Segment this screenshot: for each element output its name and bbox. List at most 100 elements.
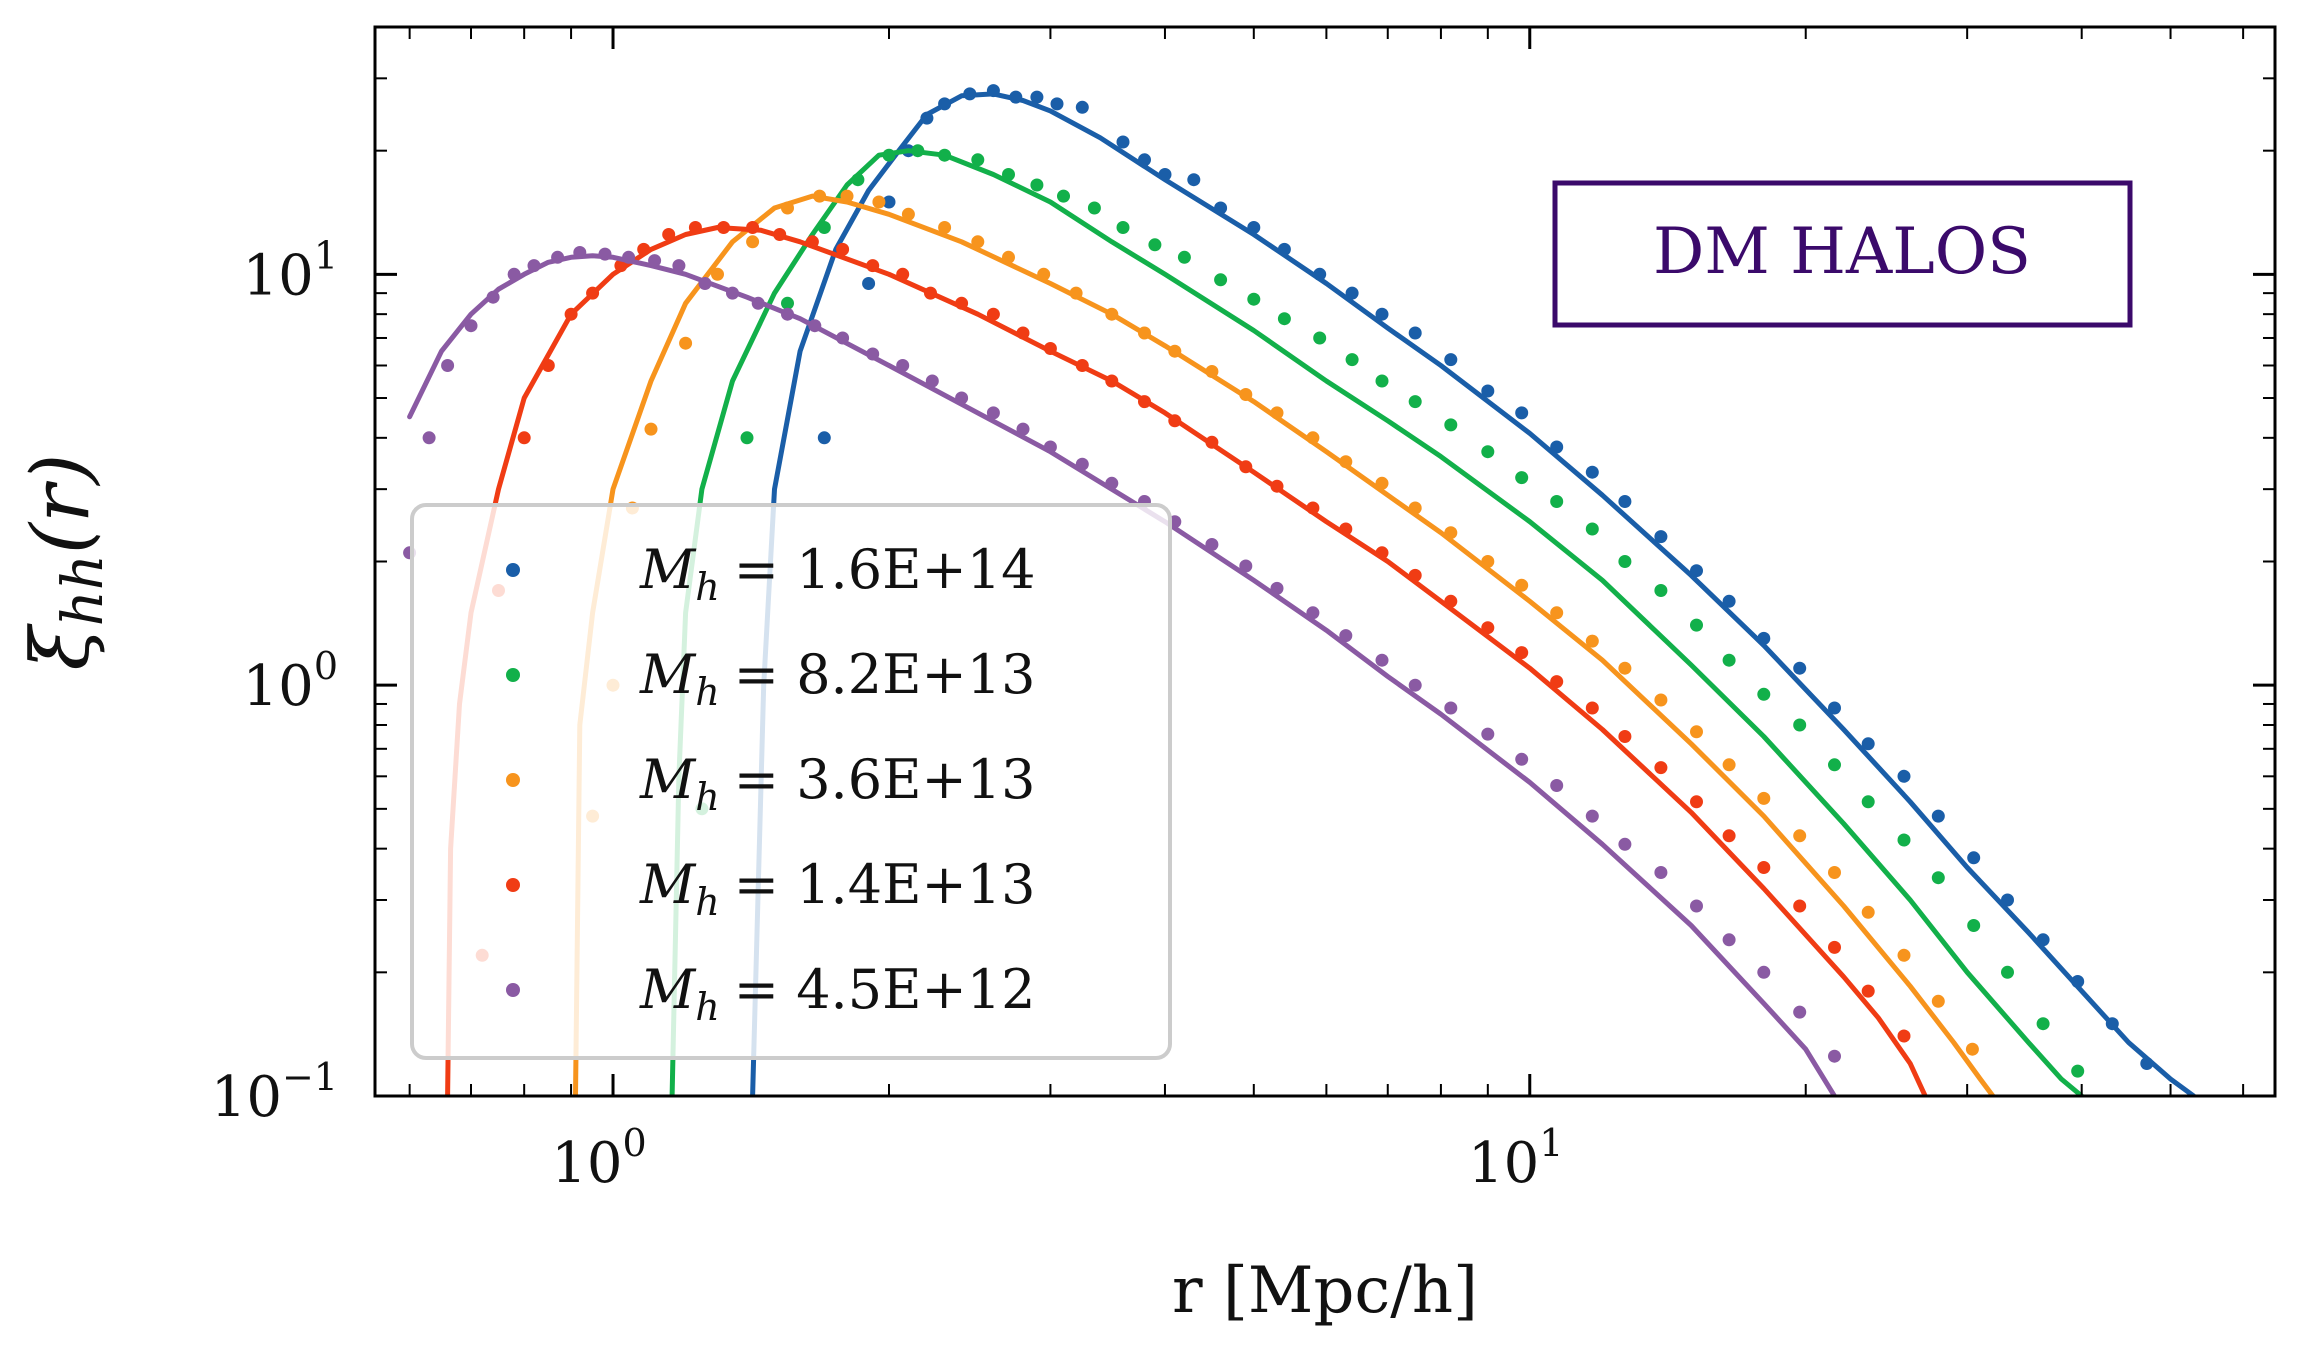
series-point-3-34 — [1481, 621, 1495, 635]
series-point-1-33 — [1793, 718, 1807, 732]
series-point-2-22 — [1270, 406, 1284, 420]
legend-marker-1 — [506, 668, 520, 682]
series-point-2-21 — [1239, 388, 1253, 401]
series-point-3-43 — [1793, 899, 1807, 913]
series-point-0-21 — [1375, 307, 1389, 321]
series-point-4-18 — [836, 331, 850, 345]
series-point-2-14 — [1002, 250, 1015, 264]
series-point-0-18 — [1277, 242, 1291, 256]
legend-label-sub: h — [695, 775, 719, 819]
series-point-0-34 — [1828, 701, 1841, 715]
series-point-0-16 — [1214, 201, 1228, 215]
series-point-0-38 — [1967, 851, 1981, 865]
series-point-4-22 — [955, 391, 969, 405]
series-point-4-3 — [464, 319, 478, 333]
series-point-3-17 — [924, 286, 937, 300]
series-point-2-36 — [1757, 791, 1771, 805]
series-point-3-6 — [614, 259, 628, 273]
series-point-2-26 — [1408, 501, 1422, 515]
series-point-3-7 — [637, 242, 651, 256]
x-axis-title: r [Mpc/h] — [1172, 1254, 1478, 1328]
series-point-3-37 — [1585, 701, 1599, 715]
series-point-4-7 — [551, 250, 565, 264]
series-point-4-23 — [986, 406, 1000, 420]
series-point-4-41 — [1585, 809, 1599, 823]
series-point-4-35 — [1375, 653, 1389, 667]
legend-label-value: = 1.6E+14 — [734, 538, 1036, 601]
series-point-4-15 — [751, 296, 765, 310]
series-point-0-36 — [1897, 769, 1911, 783]
legend-label-var: M — [639, 853, 697, 916]
series-point-3-25 — [1168, 414, 1182, 428]
y-tick-label-0: 10−1 — [211, 1055, 338, 1130]
series-point-0-13 — [1138, 153, 1151, 167]
series-point-4-13 — [698, 277, 712, 290]
legend-label-sub: h — [695, 985, 719, 1029]
legend-label-0: Mh = 1.6E+14 — [639, 538, 1035, 609]
series-point-1-19 — [1313, 331, 1327, 345]
series-point-3-23 — [1105, 374, 1119, 388]
series-point-1-8 — [971, 153, 985, 167]
series-point-2-29 — [1515, 578, 1529, 592]
series-point-3-36 — [1550, 675, 1564, 689]
series-point-3-11 — [746, 221, 760, 234]
series-point-0-9 — [1030, 90, 1044, 104]
series-point-2-16 — [1069, 286, 1083, 300]
series-point-1-41 — [2071, 1064, 2085, 1078]
y-tick-label-1: 100 — [243, 644, 338, 719]
y-tick-label-base: 10 — [243, 654, 314, 719]
legend-label-var: M — [639, 538, 697, 601]
series-point-0-19 — [1313, 267, 1327, 281]
x-tick-label-1: 101 — [1468, 1121, 1563, 1196]
series-point-0-23 — [1444, 353, 1458, 367]
series-point-1-21 — [1375, 374, 1389, 388]
series-line-1 — [669, 148, 2085, 1096]
series-point-2-6 — [746, 235, 760, 249]
series-point-1-34 — [1828, 758, 1841, 772]
legend-marker-2 — [506, 773, 520, 787]
series-point-0-2 — [882, 195, 896, 209]
y-tick-label-exp: −1 — [282, 1055, 338, 1099]
legend-box — [410, 503, 1172, 1060]
series-point-0-41 — [2071, 975, 2085, 988]
y-tick-label-exp: 0 — [314, 644, 338, 688]
series-point-2-10 — [872, 195, 886, 209]
series-point-1-3 — [817, 221, 831, 234]
y-tick-label-2: 101 — [243, 233, 338, 308]
y-tick-label-exp: 1 — [314, 233, 338, 277]
series-point-4-42 — [1618, 837, 1632, 851]
series-point-4-21 — [925, 374, 939, 388]
series-point-1-39 — [2001, 965, 2014, 979]
series-point-2-3 — [644, 422, 658, 436]
series-line-2 — [573, 193, 1996, 1096]
series-point-4-27 — [1105, 476, 1119, 490]
series-point-0-7 — [986, 84, 1000, 98]
legend-label-var: M — [639, 958, 697, 1021]
annotation-box: DM HALOS — [1552, 180, 2133, 328]
series-point-0-35 — [1861, 737, 1875, 751]
legend-label-value: = 1.4E+13 — [734, 853, 1036, 916]
series-point-4-16 — [781, 307, 794, 321]
series-point-1-22 — [1408, 395, 1422, 409]
series-point-4-46 — [1757, 965, 1771, 979]
series-point-2-23 — [1306, 431, 1320, 445]
series-point-1-28 — [1618, 555, 1632, 568]
series-point-4-11 — [648, 254, 662, 268]
series-point-3-44 — [1828, 940, 1841, 954]
series-point-2-20 — [1205, 365, 1219, 378]
x-tick-label-base: 10 — [1468, 1131, 1539, 1196]
series-point-3-28 — [1270, 479, 1284, 493]
series-point-0-11 — [1075, 100, 1089, 114]
series-point-1-14 — [1148, 238, 1162, 252]
legend-label-1: Mh = 8.2E+13 — [639, 643, 1035, 714]
series-point-4-19 — [866, 347, 880, 361]
series-point-0-26 — [1550, 440, 1564, 454]
series-point-2-17 — [1105, 307, 1119, 321]
legend-label-var: M — [639, 643, 697, 706]
series-point-0-28 — [1618, 495, 1632, 508]
y-axis-title-arg: (r) — [14, 454, 107, 555]
legend-label-4: Mh = 4.5E+12 — [639, 958, 1035, 1029]
series-point-4-38 — [1481, 727, 1495, 741]
series-point-1-4 — [851, 173, 865, 187]
series-point-3-46 — [1897, 1029, 1911, 1043]
